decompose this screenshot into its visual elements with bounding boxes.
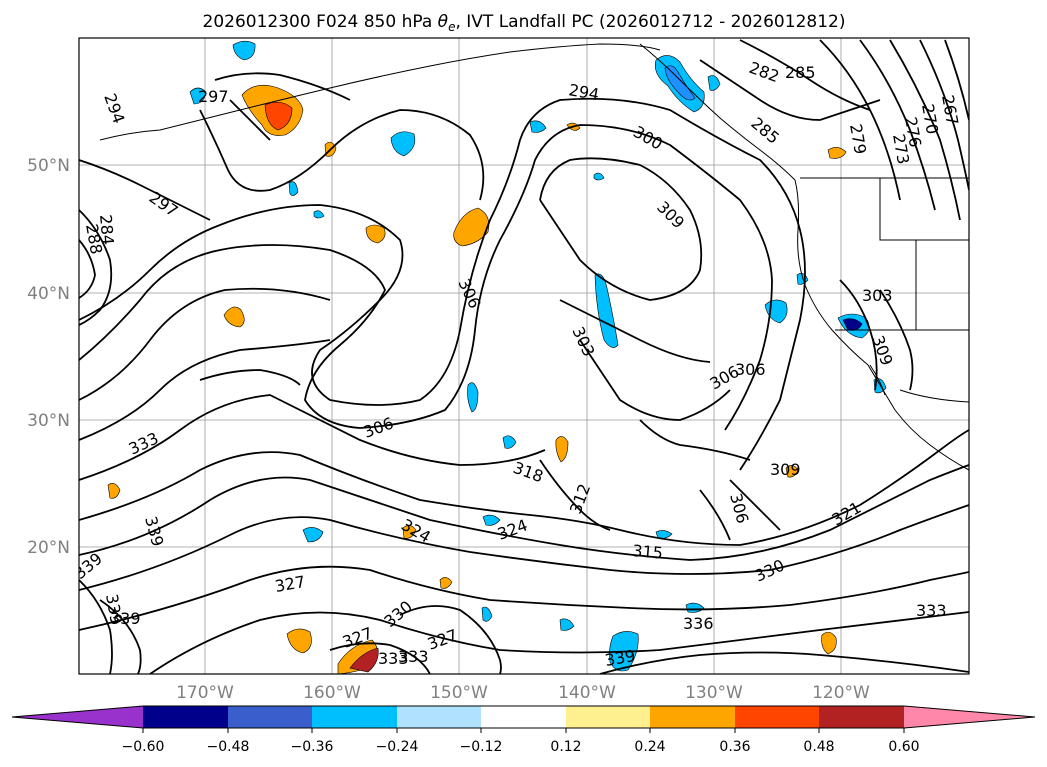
contour-label: 303: [862, 286, 893, 305]
figure-title: 2026012300 F024 850 hPa θe, IVT Landfall…: [203, 12, 846, 34]
lat-tick: 50°N: [27, 156, 70, 176]
colorbar-label: −0.48: [207, 739, 250, 755]
colorbar-segment: [143, 706, 228, 728]
lon-tick: 130°W: [685, 683, 743, 703]
colorbar-label: 0.24: [634, 739, 665, 755]
colorbar-extend-high: [904, 706, 1035, 728]
contour-label: 309: [770, 460, 801, 479]
colorbar-label: −0.36: [291, 739, 334, 755]
colorbar-segment: [397, 706, 481, 728]
contour-label: 336: [683, 614, 714, 633]
lon-tick: 160°W: [303, 683, 361, 703]
colorbar-label: 0.36: [719, 739, 750, 755]
lat-tick: 30°N: [27, 411, 70, 431]
colorbar-segment: [650, 706, 735, 728]
coastlines: [99, 43, 969, 471]
contour-label: 333: [398, 647, 429, 666]
colorbar-extend-low: [12, 706, 143, 728]
contour-label: 297: [198, 87, 229, 106]
lon-tick: 140°W: [558, 683, 616, 703]
lat-axis: 50°N 40°N 30°N 20°N: [27, 156, 70, 558]
colorbar: −0.60 −0.48 −0.36 −0.24 −0.12 0.12 0.24 …: [11, 705, 1036, 755]
colorbar-label: −0.24: [376, 739, 419, 755]
lat-tick: 40°N: [27, 284, 70, 304]
colorbar-label: 0.12: [550, 739, 581, 755]
contours: [79, 39, 969, 674]
colorbar-segment: [228, 706, 312, 728]
colorbar-segment: [312, 706, 397, 728]
lat-tick: 20°N: [27, 538, 70, 558]
contour-label: 306: [735, 360, 766, 379]
lon-tick: 120°W: [812, 683, 870, 703]
contour-label: 284: [96, 214, 118, 246]
lon-axis: 170°W 160°W 150°W 140°W 130°W 120°W: [176, 683, 870, 703]
contour-label: 285: [785, 63, 816, 82]
contour-label: 333: [378, 649, 409, 668]
colorbar-label: 0.60: [888, 739, 919, 755]
shaded-anomalies: [107, 40, 887, 674]
contour-label: 315: [632, 541, 664, 563]
colorbar-segment: [481, 706, 566, 728]
map-area: [79, 38, 969, 674]
colorbar-label: −0.12: [460, 739, 503, 755]
lon-tick: 150°W: [430, 683, 488, 703]
colorbar-segment: [819, 706, 904, 728]
colorbar-label: 0.48: [803, 739, 834, 755]
contour-label: 339: [110, 609, 141, 628]
colorbar-segment: [566, 706, 650, 728]
contour-label: 333: [916, 601, 947, 620]
lon-tick: 170°W: [176, 683, 234, 703]
map-border: [78, 37, 970, 675]
colorbar-label: −0.60: [122, 739, 165, 755]
colorbar-segment: [735, 706, 819, 728]
